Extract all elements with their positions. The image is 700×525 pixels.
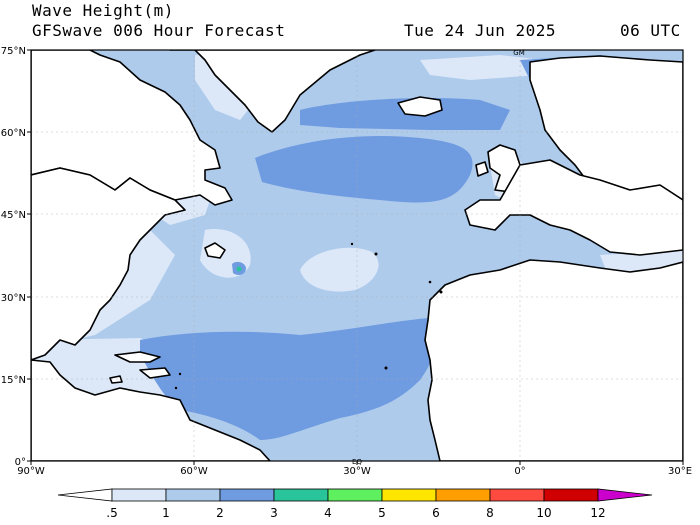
colorbar-label: 8 (486, 506, 494, 520)
lon-label: 30°E (668, 466, 692, 477)
lat-label: 45°N (1, 210, 26, 221)
colorbar-arrow-high (597, 488, 653, 502)
map-area (31, 50, 683, 461)
lat-label: 15°N (1, 375, 26, 386)
island-madeira (428, 280, 432, 284)
moderate-zone-tropical-atlantic (140, 318, 438, 440)
colorbar-swatch (111, 488, 167, 502)
land-jamaica (109, 375, 123, 384)
land-africa (424, 259, 683, 461)
lat-label: 30°N (1, 293, 26, 304)
high-wave-spot-bermuda (236, 266, 242, 272)
forecast-date: Tue 24 Jun 2025 (404, 21, 556, 40)
moderate-zone-north-atlantic (255, 136, 473, 203)
lon-label: 30°W (343, 466, 371, 477)
land-newfoundland (204, 242, 226, 259)
map-subtitle: GFSwave 006 Hour Forecast (32, 21, 286, 40)
lon-label: 0° (514, 466, 525, 477)
land-hispaniola (139, 367, 171, 379)
colorbar-swatch (219, 488, 275, 502)
lon-label: 90°W (17, 466, 45, 477)
land-central-south-america (31, 359, 271, 461)
lat-axis: 75°N 60°N 45°N 30°N 15°N 0° (1, 46, 31, 468)
land-cuba (114, 351, 161, 363)
small-islands (174, 242, 443, 390)
colorbar-label: 2 (216, 506, 224, 520)
colorbar-label: .5 (106, 506, 117, 520)
map-title: Wave Height(m) (32, 1, 174, 20)
land-iceland (397, 96, 443, 117)
colorbar: .5 1 2 3 4 5 6 8 10 12 (57, 488, 653, 520)
colorbar-swatch (327, 488, 383, 502)
lat-label: 75°N (1, 46, 26, 57)
calm-zone-azores-high (300, 247, 379, 292)
land-europe (464, 159, 683, 256)
island-canaries (439, 290, 443, 294)
land-masses (31, 50, 683, 461)
colorbar-swatch (273, 488, 329, 502)
island-azores-west (350, 242, 354, 246)
lon-axis: 90°W 60°W 30°W 0° 30°E (17, 461, 692, 477)
forecast-time: 06 UTC (620, 21, 681, 40)
colorbar-swatch (381, 488, 437, 502)
colorbar-label: 12 (590, 506, 605, 520)
colorbar-arrow-low (57, 488, 113, 502)
island-antilles-north (178, 372, 182, 376)
lat-label: 60°N (1, 128, 26, 139)
greenwich-mark: GM (513, 49, 524, 57)
land-ireland (475, 161, 489, 177)
colorbar-label: 6 (432, 506, 440, 520)
colorbar-label: 4 (324, 506, 332, 520)
colorbar-swatch (543, 488, 599, 502)
island-azores (374, 252, 378, 256)
lon-label: 60°W (180, 466, 208, 477)
colorbar-label: 5 (378, 506, 386, 520)
lat-label: 0° (15, 457, 26, 468)
land-north-america-east (31, 167, 186, 361)
equator-mark: EQ (352, 458, 362, 466)
colorbar-swatch (435, 488, 491, 502)
island-lesser-antilles (174, 386, 178, 390)
map-gridlines (31, 50, 683, 461)
colorbar-label: 3 (270, 506, 278, 520)
colorbar-swatch (165, 488, 221, 502)
colorbar-label: 10 (536, 506, 551, 520)
island-cape-verde (384, 366, 388, 370)
colorbar-swatch (489, 488, 545, 502)
land-greenland (169, 50, 376, 133)
colorbar-label: 1 (162, 506, 170, 520)
